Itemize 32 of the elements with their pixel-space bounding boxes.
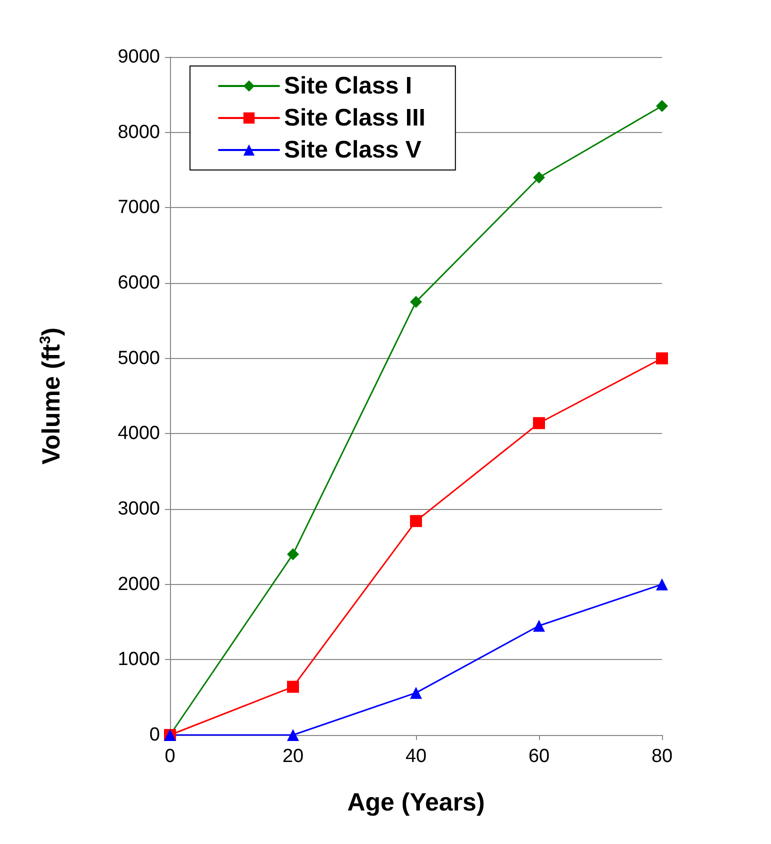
y-tick-label: 9000	[118, 46, 160, 68]
x-tick-label: 20	[282, 746, 304, 767]
legend-label: Site Class V	[284, 136, 422, 164]
y-tick-label: 7000	[118, 197, 160, 218]
point	[533, 172, 545, 184]
x-axis-title: Age (Years)	[347, 788, 485, 816]
point	[410, 515, 422, 528]
legend-label: Site Class I	[284, 72, 412, 100]
x-tick-label: 0	[164, 746, 176, 767]
x-tick-label: 80	[651, 746, 673, 767]
y-tick-label: 2000	[118, 574, 160, 595]
point	[410, 296, 422, 308]
legend-label: Site Class III	[284, 104, 426, 132]
y-tick-label: 0	[149, 724, 160, 746]
point	[656, 352, 668, 364]
x-tick-label: 40	[405, 746, 427, 767]
point	[287, 729, 299, 741]
point	[410, 686, 422, 699]
y-axis-title: Volume (ft3)	[37, 327, 66, 465]
y-tick-label: 4000	[118, 423, 160, 444]
point	[287, 548, 299, 560]
y-tick-label: 5000	[118, 348, 160, 369]
x-tick-label: 60	[528, 746, 550, 767]
y-tick-label: 1000	[118, 649, 160, 670]
point	[533, 620, 545, 632]
point	[656, 578, 668, 590]
y-tick-label: 8000	[118, 122, 160, 143]
y-tick-label: 6000	[118, 272, 160, 294]
point	[287, 680, 299, 693]
point	[533, 417, 545, 430]
y-tick-label: 3000	[118, 498, 160, 520]
point	[656, 100, 668, 112]
